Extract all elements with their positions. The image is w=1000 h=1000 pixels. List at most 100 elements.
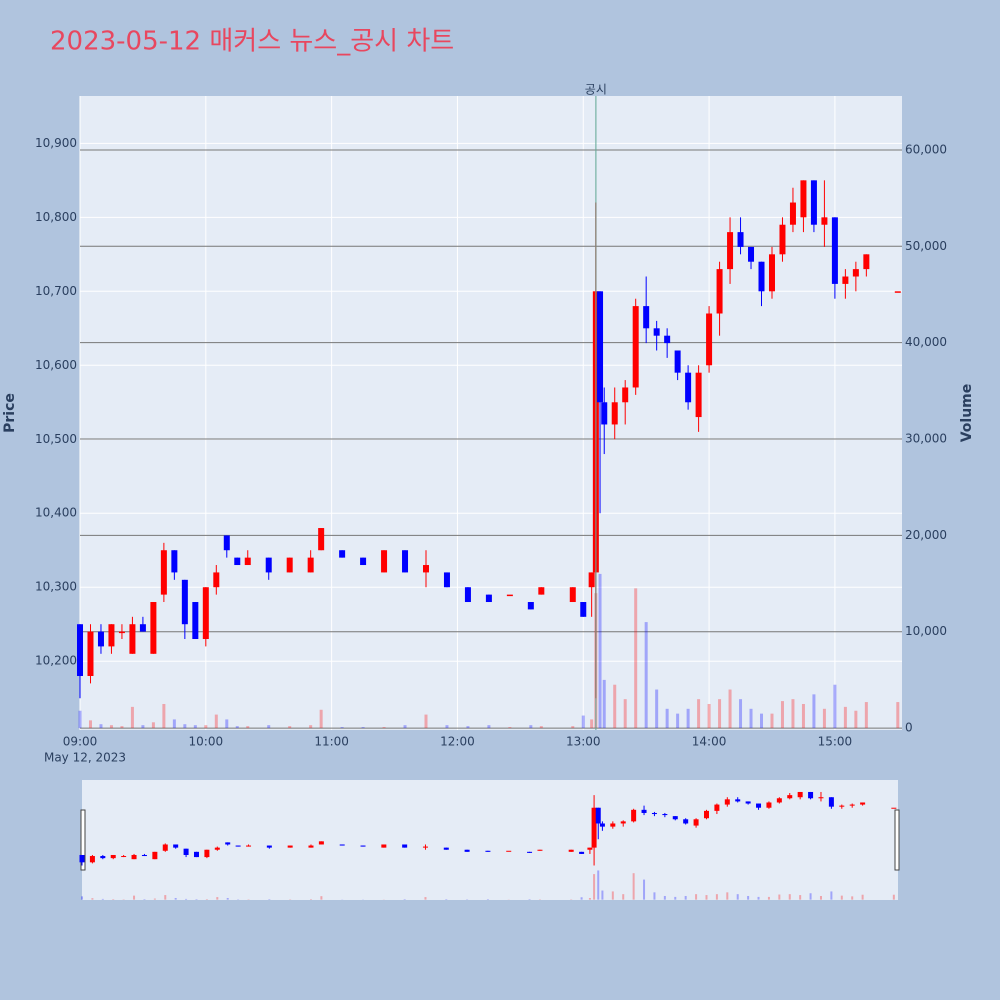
- slider-volume-bar: [153, 898, 156, 900]
- slider-volume-bar: [91, 898, 94, 900]
- slider-candle-body: [204, 849, 210, 858]
- candle-body: [538, 587, 545, 595]
- slider-candle-body: [599, 823, 605, 827]
- candle-body: [622, 387, 629, 403]
- slider-volume-bar: [892, 894, 895, 900]
- candle-body: [202, 587, 209, 640]
- slider-candle-body: [422, 846, 428, 848]
- volume-bar: [445, 725, 449, 729]
- x-tick-label: 09:00: [63, 735, 98, 749]
- plot-area: [80, 96, 902, 730]
- slider-volume-bar: [830, 891, 833, 900]
- candle-body: [894, 291, 901, 293]
- candle-body: [129, 624, 136, 654]
- candle-body: [695, 372, 702, 418]
- slider-candle-body: [651, 812, 657, 815]
- slider-candle-body: [287, 845, 293, 848]
- range-handle[interactable]: [80, 809, 86, 871]
- candle-body: [118, 631, 125, 634]
- volume-bar: [319, 709, 323, 729]
- volume-bar: [78, 710, 82, 729]
- volume-bar: [204, 725, 208, 729]
- volume-bar: [728, 689, 732, 729]
- slider-volume-bar: [840, 895, 843, 900]
- slider-volume-bar: [424, 897, 427, 900]
- chart-title: 2023-05-12 매커스 뉴스_공시 차트: [50, 27, 454, 57]
- volume-bar: [686, 708, 690, 729]
- y2-tick-label: 0: [905, 721, 913, 735]
- slider-candle-body: [591, 807, 597, 848]
- volume-bar: [780, 701, 784, 729]
- candle-body: [706, 313, 713, 366]
- volume-bar: [707, 703, 711, 729]
- slider-candle-body: [735, 799, 741, 802]
- x-tick-label: 15:00: [818, 735, 853, 749]
- slider-candle-body: [849, 804, 855, 806]
- volume-bar: [801, 703, 805, 729]
- slider-volume-bar: [588, 897, 591, 900]
- volume-bar: [403, 725, 407, 729]
- slider-candle-body: [595, 807, 601, 824]
- slider-volume-bar: [747, 895, 750, 900]
- slider-candle-body: [579, 851, 585, 854]
- y2-tick-label: 20,000: [905, 528, 947, 542]
- slider-volume-bar: [622, 894, 625, 900]
- volume-bar: [676, 713, 680, 729]
- candle-body: [852, 269, 859, 277]
- candle-body: [748, 246, 755, 262]
- slider-volume-bar: [715, 894, 718, 900]
- candle-body: [727, 232, 734, 270]
- slider-candle-body: [766, 802, 772, 808]
- y-tick-label: 10,700: [35, 284, 77, 298]
- slider-candle-body: [527, 851, 533, 853]
- volume-bar: [288, 726, 292, 729]
- slider-candle-body: [891, 807, 897, 809]
- candle-body: [108, 624, 115, 647]
- slider-candle-body: [79, 854, 85, 863]
- slider-volume-bar: [778, 894, 781, 900]
- slider-candle-body: [808, 791, 814, 799]
- slider-candle-body: [235, 845, 241, 847]
- volume-bar: [791, 699, 795, 729]
- slider-candle-body: [443, 847, 449, 850]
- slider-volume-bar: [445, 899, 448, 900]
- y-axis-title: Price: [2, 393, 18, 433]
- volume-bar: [581, 715, 585, 729]
- candle-body: [339, 550, 346, 558]
- slider-candle-body: [464, 849, 470, 852]
- volume-bar: [864, 702, 868, 729]
- slider-volume-bar: [185, 898, 188, 900]
- candle-body: [150, 602, 157, 654]
- y-tick-label: 10,400: [35, 506, 77, 520]
- x-tick-label: 14:00: [692, 735, 727, 749]
- slider-volume-bar: [695, 894, 698, 900]
- candle-body: [831, 217, 838, 284]
- candle-body: [223, 535, 230, 551]
- candle-body: [789, 202, 796, 225]
- slider-candle-body: [787, 795, 793, 799]
- volume-bar: [340, 727, 344, 729]
- volume-bar: [246, 726, 250, 729]
- slider-candle-body: [537, 849, 543, 851]
- slider-volume-bar: [81, 896, 83, 900]
- slider-volume-bar: [164, 895, 167, 900]
- candle-body: [506, 594, 513, 597]
- range-handle[interactable]: [894, 809, 900, 871]
- slider-volume-bar: [611, 891, 614, 900]
- volume-bar: [843, 706, 847, 729]
- slider-volume-bar: [205, 899, 208, 900]
- slider-candle-body: [173, 844, 179, 848]
- volume-bar: [183, 724, 187, 729]
- slider-volume-bar: [486, 899, 489, 900]
- slider-candle-body: [485, 850, 491, 852]
- volume-bar: [130, 706, 134, 729]
- slider-candle-body: [714, 804, 720, 811]
- range-slider[interactable]: [82, 780, 898, 900]
- candle-body: [97, 631, 104, 647]
- slider-candle-body: [776, 798, 782, 803]
- slider-volume-bar: [195, 899, 198, 900]
- annotation-text: 공시: [585, 83, 607, 97]
- volume-bar: [172, 719, 176, 729]
- slider-candle-body: [662, 814, 668, 816]
